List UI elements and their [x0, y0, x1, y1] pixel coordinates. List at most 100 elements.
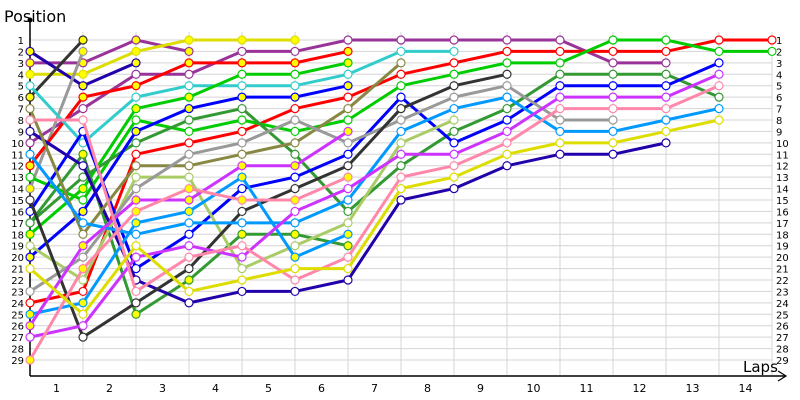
data-point: [237, 229, 247, 239]
y-tick-label-right: 28: [776, 345, 789, 356]
data-point: [714, 69, 724, 79]
data-point: [131, 161, 141, 171]
data-point: [714, 46, 724, 57]
data-point: [131, 149, 141, 159]
series-5: [25, 35, 88, 102]
x-tick-label: 2: [106, 382, 113, 395]
data-point: [661, 46, 671, 57]
data-point: [25, 58, 35, 68]
data-point: [661, 35, 671, 45]
x-tick-label: 8: [424, 382, 431, 395]
data-point: [25, 298, 35, 308]
series-line: [28, 61, 720, 271]
x-tick-label: 7: [371, 382, 378, 395]
data-point: [237, 263, 247, 274]
data-point: [131, 103, 141, 114]
data-point: [78, 115, 88, 125]
series-7: [25, 46, 353, 171]
data-point: [78, 241, 88, 251]
data-point: [555, 138, 565, 148]
data-point: [25, 81, 35, 91]
data-point: [25, 218, 35, 228]
y-tick-label-left: 7: [18, 105, 24, 116]
data-point: [608, 46, 618, 57]
data-point: [78, 321, 88, 331]
data-point: [396, 115, 406, 125]
y-tick-label-right: 6: [776, 93, 782, 104]
data-point: [343, 126, 353, 137]
data-point: [396, 103, 406, 114]
data-point: [290, 58, 300, 68]
data-point: [184, 275, 194, 285]
data-point: [290, 241, 300, 251]
data-point: [396, 58, 406, 68]
x-tick-label: 3: [159, 382, 166, 395]
data-point: [25, 126, 35, 137]
data-point: [608, 92, 618, 102]
data-point: [131, 69, 141, 79]
data-point: [396, 149, 406, 159]
series-4: [25, 46, 141, 91]
data-point: [78, 252, 88, 262]
series-25: [25, 81, 724, 297]
data-point: [78, 161, 88, 171]
y-axis-arrow: [27, 17, 33, 23]
data-point: [237, 58, 247, 68]
data-point: [449, 103, 459, 114]
data-point: [449, 69, 459, 79]
y-tick-label-right: 21: [776, 265, 789, 276]
data-point: [131, 81, 141, 91]
data-point: [25, 172, 35, 182]
y-tick-label-left: 12: [11, 162, 24, 173]
data-point: [661, 115, 671, 125]
data-point: [78, 195, 88, 205]
series-19: [25, 81, 618, 297]
data-point: [184, 252, 194, 262]
y-tick-label-right: 9: [776, 127, 782, 138]
data-point: [555, 115, 565, 125]
data-point: [396, 195, 406, 205]
data-point: [78, 103, 88, 114]
data-point: [25, 286, 35, 297]
series-10: [25, 58, 353, 239]
y-tick-label-right: 5: [776, 82, 782, 93]
data-point: [343, 161, 353, 171]
y-tick-label-right: 17: [776, 219, 789, 230]
data-point: [184, 149, 194, 159]
data-point: [25, 252, 35, 262]
series-18: [25, 115, 459, 285]
data-point: [449, 58, 459, 68]
data-point: [25, 69, 35, 79]
y-tick-label-right: 11: [776, 150, 789, 161]
y-tick-label-right: 23: [776, 287, 789, 298]
data-point: [449, 35, 459, 45]
y-tick-label-right: 2: [776, 47, 782, 58]
series-13: [25, 149, 353, 319]
data-point: [131, 218, 141, 228]
y-axis-label: Position: [4, 7, 66, 26]
data-point: [184, 183, 194, 194]
y-tick-label-left: 8: [18, 116, 24, 127]
data-point: [131, 286, 141, 297]
x-tick-label: 6: [318, 382, 325, 395]
y-tick-label-left: 15: [11, 196, 24, 207]
data-point: [608, 58, 618, 68]
data-point: [131, 35, 141, 45]
data-point: [184, 241, 194, 251]
series-22: [25, 92, 724, 239]
x-tick-label: 14: [739, 382, 753, 395]
data-point: [237, 92, 247, 102]
y-tick-label-right: 13: [776, 173, 789, 184]
y-tick-label-left: 9: [18, 127, 24, 138]
data-point: [608, 115, 618, 125]
data-point: [131, 298, 141, 308]
data-point: [184, 298, 194, 308]
y-tick-label-left: 18: [11, 230, 24, 241]
data-point: [290, 218, 300, 228]
data-point: [555, 58, 565, 68]
data-point: [237, 195, 247, 205]
data-point: [343, 183, 353, 194]
series-9: [25, 46, 459, 148]
data-point: [290, 161, 300, 171]
series-line: [29, 72, 720, 224]
